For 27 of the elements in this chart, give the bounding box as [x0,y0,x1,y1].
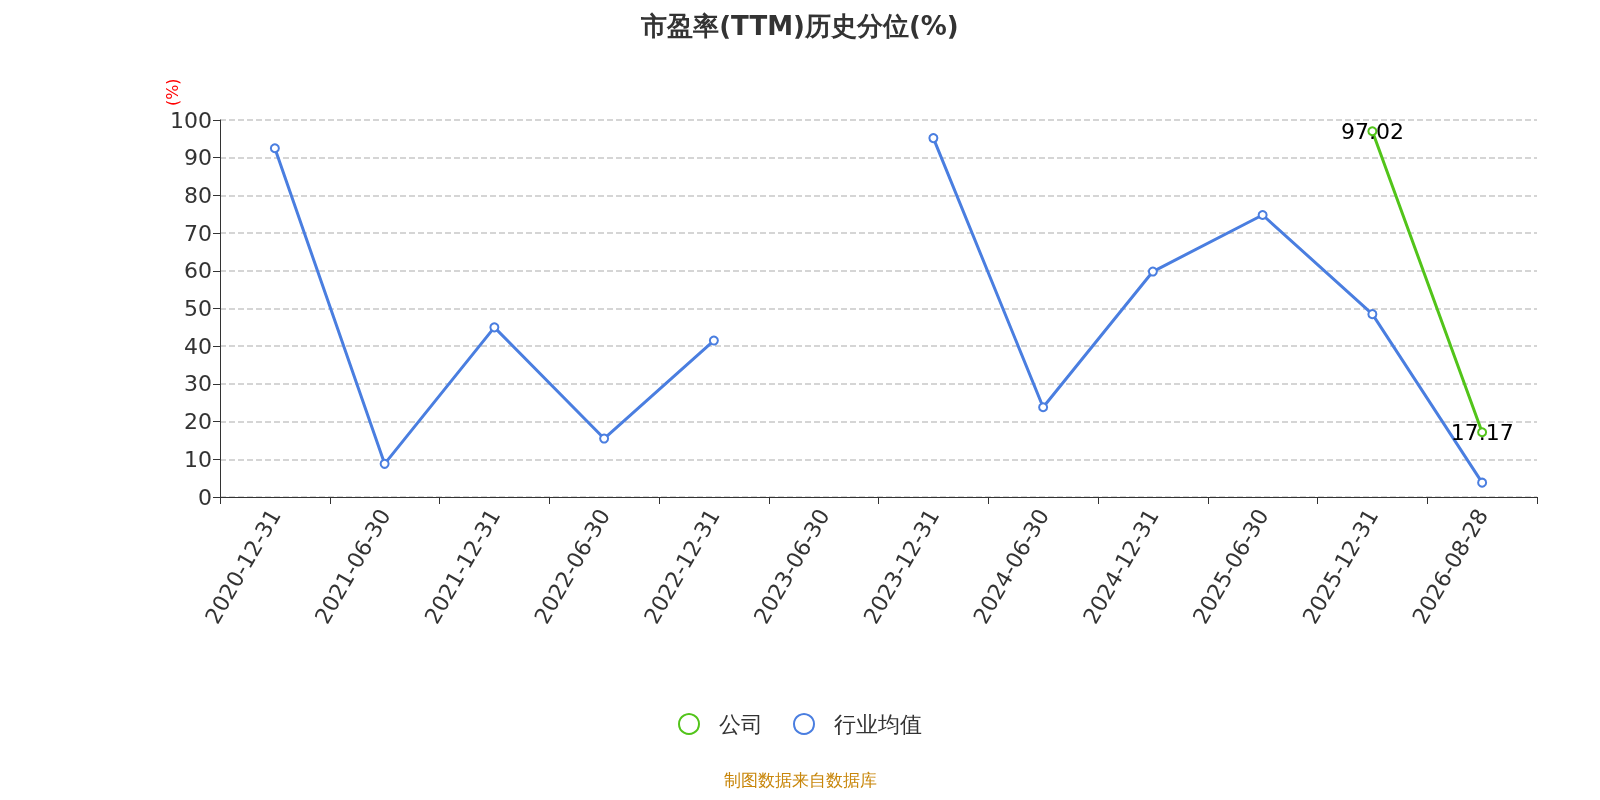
point [928,133,939,144]
legend-label: 公司 [719,711,763,737]
point [269,143,280,154]
point [379,458,390,469]
text: 制图数据来自数据库 [723,769,877,790]
y-tick-label: 80 [184,182,212,208]
y-axis-title: (%) [162,78,182,107]
point [599,433,610,444]
point [489,322,500,333]
y-tick-label: 50 [184,296,212,321]
point [1257,210,1268,220]
point [1477,477,1488,488]
point [1147,266,1158,277]
y-tick-label: 0 [198,484,212,510]
legend-label: 行业均值 [834,711,922,737]
point [1367,309,1378,320]
y-tick-label: 10 [184,446,212,472]
point [708,335,719,346]
point [1038,402,1049,413]
y-tick-label: 40 [184,333,212,359]
y-tick-label: 70 [184,220,212,246]
chart-title: 市盈率(TTM)历史分位(%) [640,11,959,41]
y-tick-label: 60 [184,258,212,284]
y-tick-label: 100 [170,107,212,133]
y-tick-label: 20 [184,409,212,435]
y-tick-label: 30 [184,371,212,397]
y-tick-label: 90 [184,145,212,171]
